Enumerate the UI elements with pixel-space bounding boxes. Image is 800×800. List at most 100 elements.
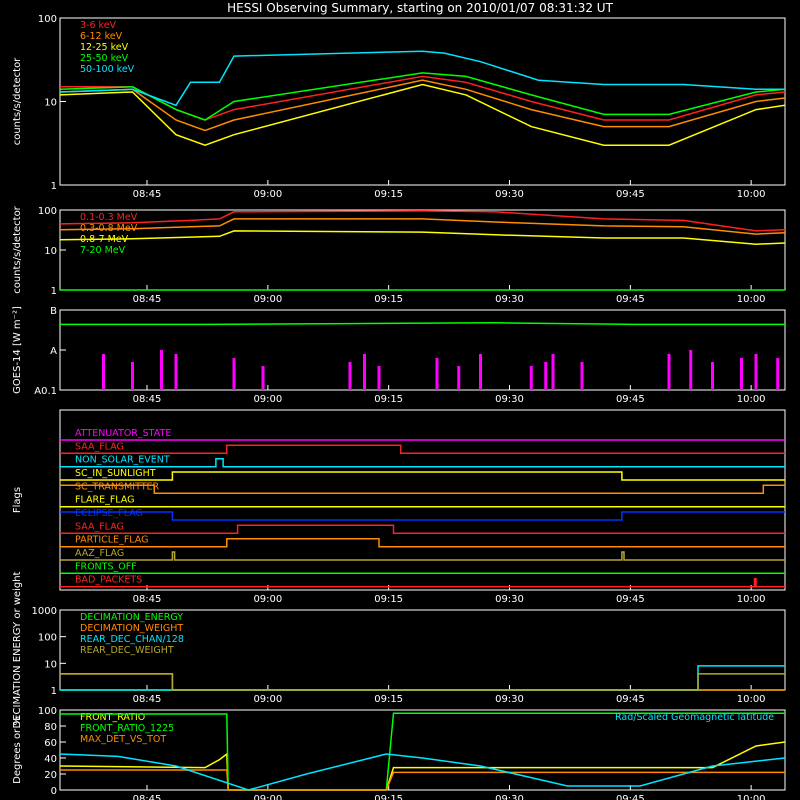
x-tick-label: 09:00: [253, 594, 282, 605]
x-tick-label: 09:00: [253, 394, 282, 405]
panel-decimation: 08:45 09:00 09:15 09:30 09:45 10:00 DECIMATION…: [12, 571, 786, 728]
x-tick-label: 09:00: [253, 694, 282, 705]
series-line: [59, 79, 786, 132]
panel-low_energy: 08:45 09:00 09:15 09:30 09:45 10:00 counts/s/d…: [12, 14, 786, 200]
y-tick-label: 10: [44, 98, 57, 109]
y-tick-label: A: [50, 346, 57, 357]
series-line: [60, 551, 785, 561]
x-tick-label: 09:00: [253, 189, 282, 200]
legend-label: 50-100 keV: [80, 64, 135, 75]
x-tick-label: 09:30: [495, 394, 524, 405]
x-tick-label: 09:00: [253, 294, 282, 305]
y-tick-label: 100: [38, 706, 57, 717]
y-axis-label: Flags: [12, 487, 23, 513]
x-tick-label: 09:30: [495, 294, 524, 305]
x-tick-label: 09:15: [374, 394, 403, 405]
x-tick-label: 09:30: [495, 694, 524, 705]
series-line: [60, 457, 785, 468]
legend-label: NON_SOLAR_EVENT: [75, 455, 170, 466]
y-tick-label: 1: [51, 686, 57, 697]
legend-label: 3-6 keV: [80, 20, 117, 31]
y-tick-label: 1: [51, 286, 57, 297]
x-tick-label: 10:00: [737, 394, 766, 405]
legend-label: Rad/Scaled Geomagnetic latitude: [615, 712, 774, 723]
legend-label: 0.3-0.8 MeV: [80, 223, 138, 234]
y-tick-label: 1: [51, 181, 57, 192]
legend-label: SAA_FLAG: [75, 441, 124, 452]
y-tick-label: 40: [44, 754, 57, 765]
series-line: [60, 577, 785, 588]
x-tick-label: 08:45: [133, 189, 162, 200]
x-tick-label: 09:15: [374, 189, 403, 200]
series-line: [60, 322, 785, 326]
series-line: [60, 471, 785, 481]
legend-label: SC_TRANSMITTER: [75, 481, 160, 492]
legend-label: 7-20 MeV: [80, 245, 126, 256]
legend-label: ATTENUATOR_STATE: [75, 428, 171, 439]
chart-title: HESSI Observing Summary, starting on 201…: [227, 1, 613, 15]
x-tick-label: 09:45: [616, 694, 645, 705]
x-tick-label: 08:45: [133, 694, 162, 705]
legend-label: DECIMATION_ENERGY: [80, 612, 183, 623]
x-tick-label: 08:45: [133, 394, 162, 405]
series-line: [59, 72, 786, 121]
legend-label: FRONT_RATIO: [80, 712, 145, 723]
y-tick-label: 80: [44, 722, 57, 733]
series-line: [60, 537, 785, 548]
legend-label: DECIMATION_WEIGHT: [80, 623, 183, 634]
series-line: [59, 210, 786, 232]
series-line: [60, 524, 785, 535]
x-tick-label: 10:00: [737, 189, 766, 200]
series-line: [60, 712, 785, 791]
series-line: [59, 753, 786, 791]
legend-label: FLARE_FLAG: [75, 495, 135, 506]
x-tick-label: 09:30: [495, 794, 524, 800]
panel-frame: [59, 709, 786, 791]
x-tick-label: 10:00: [737, 794, 766, 800]
x-tick-label: 09:15: [374, 694, 403, 705]
y-tick-label: A0.1: [34, 386, 57, 397]
y-tick-label: 10: [44, 246, 57, 257]
series-line: [59, 50, 785, 107]
y-tick-label: 100: [38, 14, 57, 25]
legend-label: 0.8-7 MeV: [80, 234, 129, 245]
panel-frame: [59, 409, 786, 591]
series-line: [60, 769, 785, 791]
x-tick-label: 09:45: [616, 594, 645, 605]
legend-label: ECLIPSE_FLAG: [75, 508, 143, 519]
x-tick-label: 09:45: [616, 294, 645, 305]
legend-label: FRONTS_OFF: [75, 561, 137, 572]
legend-label: BAD_PACKETS: [75, 575, 142, 586]
legend-label: SAA_FLAG: [75, 521, 124, 532]
y-tick-label: 20: [44, 770, 57, 781]
x-tick-label: 09:00: [253, 794, 282, 800]
panel-ratios: 08:45 09:00 09:15 09:30 09:45 10:00 Degrees or…: [12, 706, 786, 800]
x-tick-label: 08:45: [133, 794, 162, 800]
y-axis-label: GOES-14 [W m⁻²]: [12, 306, 23, 394]
x-tick-label: 09:45: [616, 794, 645, 800]
panel-high_energy: 08:45 09:00 09:15 09:30 09:45 10:00 counts/s/d…: [12, 205, 786, 305]
panels: 08:45 09:00 09:15 09:30 09:45 10:00 counts/s/d…: [12, 14, 786, 800]
legend-label: 0.1-0.3 MeV: [80, 212, 138, 223]
legend-label: FRONT_RATIO_1225: [80, 723, 174, 734]
x-tick-label: 09:30: [495, 189, 524, 200]
x-tick-label: 10:00: [737, 594, 766, 605]
panel-goes: 08:45 09:00 09:15 09:30 09:45 10:00 GOES-14 [W…: [12, 306, 786, 405]
legend-label: 25-50 keV: [80, 53, 129, 64]
x-tick-label: 09:15: [374, 594, 403, 605]
series-line: [59, 218, 786, 235]
legend-label: MAX_DET_VS_TOT: [80, 734, 166, 745]
y-tick-label: 100: [38, 633, 57, 644]
legend-label: 6-12 keV: [80, 31, 123, 42]
legend-label: REAR_DEC_CHAN/128: [80, 634, 184, 645]
y-axis-label: Degrees or %: [12, 716, 23, 784]
legend-label: REAR_DEC_WEIGHT: [80, 645, 174, 656]
x-tick-label: 09:45: [616, 394, 645, 405]
series-line: [59, 83, 786, 146]
x-tick-label: 10:00: [737, 294, 766, 305]
legend-label: AAZ_FLAG: [75, 548, 124, 559]
legend-label: 12-25 keV: [80, 42, 129, 53]
y-tick-label: 0: [51, 786, 57, 797]
series-line: [60, 484, 785, 495]
